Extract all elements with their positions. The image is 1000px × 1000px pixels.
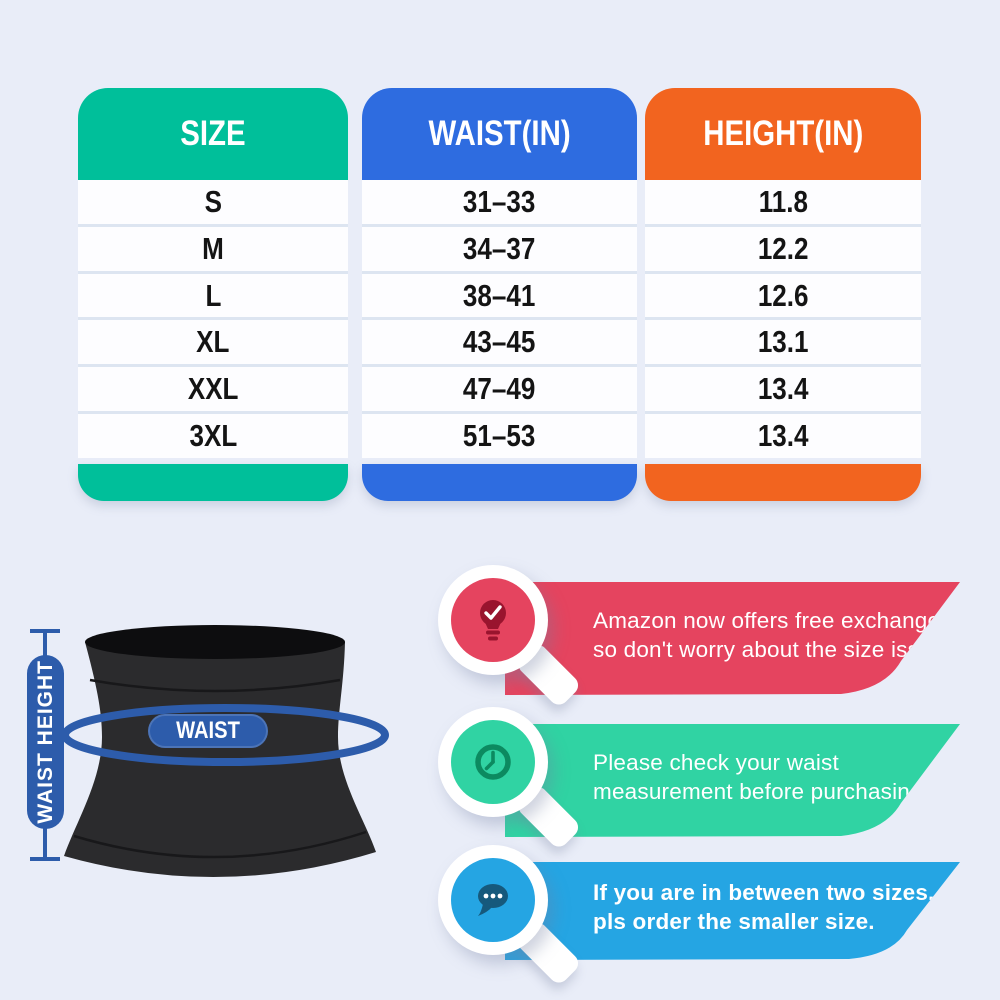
icon-bubble-inner — [451, 578, 535, 662]
waist-label-pill: WAIST — [148, 714, 268, 748]
table-column-height: HEIGHT(IN) 11.8 12.2 12.6 13.1 13.4 13.4 — [645, 88, 921, 501]
height-column-footer-bar — [645, 464, 921, 501]
table-cell-height-l: 12.6 — [645, 270, 921, 318]
waist-trainer-illustration — [61, 625, 389, 878]
table-cell-waist-m: 34–37 — [362, 223, 637, 271]
waist-label: WAIST — [176, 717, 240, 744]
size-column-rows: S M L XL XXL 3XL — [78, 180, 348, 458]
table-cell-size-3xl: 3XL — [78, 411, 348, 458]
waist-column-footer-bar — [362, 464, 637, 501]
callout-text: Please check your waist measurement befo… — [593, 750, 930, 804]
garment-opening — [85, 625, 345, 659]
stitch-line-bottom — [73, 830, 367, 859]
table-cell-size-s: S — [78, 180, 348, 224]
callout-text: If you are in between two sizes, pls ord… — [593, 880, 935, 934]
table-cell-waist-xxl: 47–49 — [362, 364, 637, 412]
table-cell-waist-3xl: 51–53 — [362, 411, 637, 458]
table-cell-waist-s: 31–33 — [362, 180, 637, 224]
icon-bubble — [438, 565, 548, 675]
column-header-size: SIZE — [78, 88, 348, 180]
table-cell-height-3xl: 13.4 — [645, 411, 921, 458]
table-cell-height-m: 12.2 — [645, 223, 921, 271]
table-cell-waist-l: 38–41 — [362, 270, 637, 318]
callout-text: Amazon now offers free exchange, so don'… — [593, 608, 951, 662]
column-header-waist: WAIST(IN) — [362, 88, 637, 180]
height-column-rows: 11.8 12.2 12.6 13.1 13.4 13.4 — [645, 180, 921, 458]
column-header-waist-label: WAIST(IN) — [428, 114, 571, 153]
icon-bubble-inner — [451, 720, 535, 804]
chat-dots-icon — [478, 884, 508, 916]
icon-bubble — [438, 845, 548, 955]
column-header-size-label: SIZE — [180, 114, 246, 153]
waist-height-label: WAIST HEIGHT — [33, 660, 57, 824]
size-column-footer-bar — [78, 464, 348, 501]
clock-icon — [475, 744, 511, 780]
icon-bubble-inner — [451, 858, 535, 942]
table-cell-height-s: 11.8 — [645, 180, 921, 224]
waist-trainer-diagram: WAIST HEIGHT WAIST — [20, 598, 450, 928]
table-column-size: SIZE S M L XL XXL 3XL — [78, 88, 348, 501]
table-cell-size-l: L — [78, 270, 348, 318]
table-cell-height-xl: 13.1 — [645, 317, 921, 365]
column-header-height: HEIGHT(IN) — [645, 88, 921, 180]
height-measure-cap-bottom — [30, 857, 60, 861]
lightbulb-check-icon — [480, 600, 506, 641]
waist-measure-ring — [61, 704, 389, 766]
callout-banner: If you are in between two sizes, pls ord… — [505, 862, 960, 960]
callout-banner: Amazon now offers free exchange, so don'… — [505, 582, 960, 695]
callout-banner: Please check your waist measurement befo… — [505, 724, 960, 837]
height-measure-cap-top — [30, 629, 60, 633]
table-cell-waist-xl: 43–45 — [362, 317, 637, 365]
table-cell-size-xl: XL — [78, 317, 348, 365]
table-cell-size-xxl: XXL — [78, 364, 348, 412]
icon-bubble — [438, 707, 548, 817]
column-header-height-label: HEIGHT(IN) — [702, 114, 864, 153]
waist-column-rows: 31–33 34–37 38–41 43–45 47–49 51–53 — [362, 180, 637, 458]
table-cell-height-xxl: 13.4 — [645, 364, 921, 412]
table-cell-size-m: M — [78, 223, 348, 271]
stitch-line-top — [89, 678, 341, 693]
table-column-waist: WAIST(IN) 31–33 34–37 38–41 43–45 47–49 … — [362, 88, 637, 501]
waist-height-label-pill: WAIST HEIGHT — [27, 655, 64, 829]
